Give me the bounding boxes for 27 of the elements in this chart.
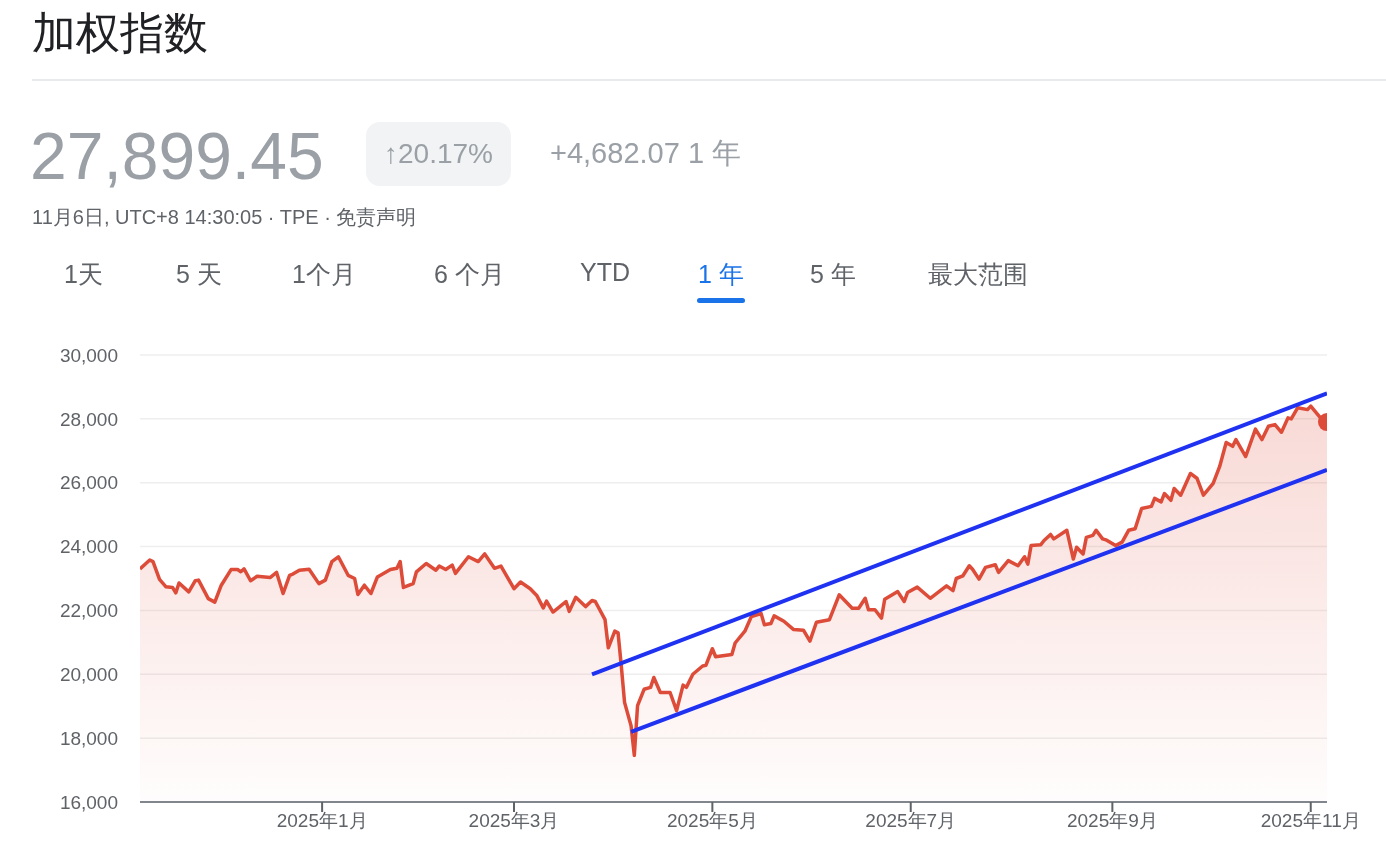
y-tick-label: 30,000 xyxy=(59,344,118,366)
text: 5 天 xyxy=(176,259,222,290)
x-tick-label: 2025年7月 xyxy=(865,810,957,832)
x-tick-label: 2025年1月 xyxy=(276,810,368,832)
y-tick-label: 26,000 xyxy=(59,472,118,494)
y-tick-label: 22,000 xyxy=(59,600,118,622)
text: 最大范围 xyxy=(928,259,1028,290)
x-tick-label: 2025年5月 xyxy=(666,810,758,832)
text: +4,682.07 1 年 xyxy=(550,136,742,171)
text: 1 年 xyxy=(698,259,744,290)
text: YTD xyxy=(580,258,630,287)
x-tick-label: 2025年11月 xyxy=(1260,810,1361,832)
y-tick-label: 18,000 xyxy=(59,727,118,749)
chart-title: 加权指数 xyxy=(32,7,208,59)
text: 11月6日, UTC+8 14:30:05 · TPE · 免责声明 xyxy=(32,205,417,230)
y-tick-label: 16,000 xyxy=(59,791,118,813)
text: 1个月 xyxy=(292,259,356,290)
y-tick-label: 28,000 xyxy=(59,408,118,430)
x-tick-label: 2025年3月 xyxy=(468,810,560,832)
text: 6 个月 xyxy=(434,259,505,290)
x-tick-label: 2025年9月 xyxy=(1066,810,1158,832)
y-tick-label: 20,000 xyxy=(59,664,118,686)
y-tick-label: 24,000 xyxy=(59,536,118,558)
text: 5 年 xyxy=(810,259,856,290)
text: 1天 xyxy=(64,259,103,290)
text: 27,899.45 xyxy=(30,118,324,194)
text: ↑20.17% xyxy=(366,122,511,186)
